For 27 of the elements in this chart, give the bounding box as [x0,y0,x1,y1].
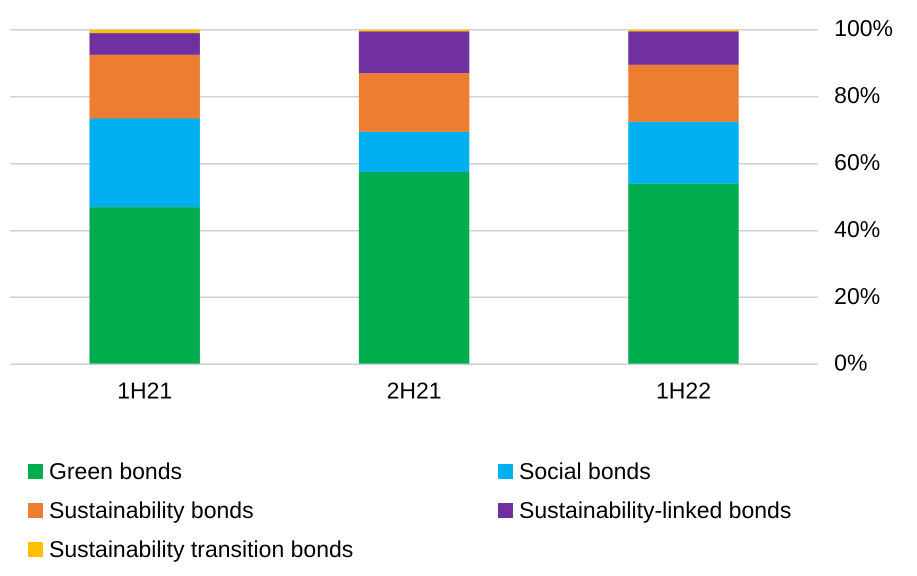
bar [358,31,470,74]
bar [358,172,470,364]
legend-label: Social bonds [519,458,651,485]
bar [628,122,739,184]
legend-label: Green bonds [49,458,182,485]
bar [358,73,470,132]
bar [89,54,200,118]
bar [89,33,200,55]
y-tick-label: 40% [834,216,880,242]
bar [89,118,200,208]
bar [628,184,739,364]
bar [628,31,739,65]
x-tick-label: 2H21 [386,378,442,404]
y-tick-label: 60% [834,148,880,175]
x-tick-label: 1H22 [656,378,711,404]
y-tick-label: 0% [834,350,868,376]
y-tick-label: 100% [834,15,894,42]
bar [358,132,470,172]
bar [628,64,739,122]
y-tick-label: 20% [834,282,880,309]
legend-label: Sustainability-linked bonds [519,497,792,524]
bar [89,207,200,364]
y-tick-label: 80% [834,82,880,108]
legend-label: Sustainability transition bonds [49,536,354,563]
x-tick-label: 1H21 [117,378,172,404]
bar [89,30,200,34]
legend-label: Sustainability bonds [49,497,254,524]
